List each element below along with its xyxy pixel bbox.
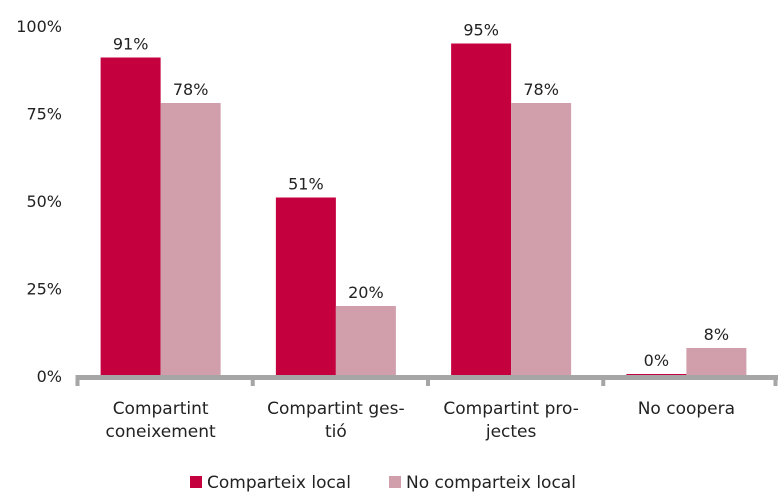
data-label: 8% xyxy=(704,325,729,344)
bars xyxy=(100,43,747,376)
y-axis-ticks: 0% 25% 50% 75% 100% xyxy=(16,17,62,386)
legend-label: No comparteix local xyxy=(406,473,576,493)
legend-label: Comparteix local xyxy=(207,473,351,493)
data-label: 78% xyxy=(173,80,209,99)
data-label: 0% xyxy=(644,351,669,370)
data-label: 20% xyxy=(348,283,384,302)
bar-comparteix-local xyxy=(275,197,336,376)
category-label-line: coneixement xyxy=(106,422,216,442)
bar-comparteix-local xyxy=(100,57,161,376)
category-label: Compartint ges-tió xyxy=(267,399,405,442)
x-axis-tick xyxy=(250,375,255,386)
x-axis-tick xyxy=(426,375,430,386)
y-tick-label: 100% xyxy=(16,17,62,36)
bar-no-comparteix-local xyxy=(511,103,572,376)
bar-comparteix-local xyxy=(451,43,512,376)
category-label: No coopera xyxy=(638,399,735,419)
y-tick-label: 75% xyxy=(26,105,62,124)
legend-swatch xyxy=(190,476,202,488)
data-labels: 91% 78% 51% 20% 95% 78% 0% 8% xyxy=(113,21,729,371)
bar-no-comparteix-local xyxy=(686,348,747,376)
data-label: 78% xyxy=(523,80,559,99)
y-tick-label: 50% xyxy=(26,192,62,211)
category-label: Compartint coneixement xyxy=(106,399,216,442)
bar-no-comparteix-local xyxy=(160,103,221,376)
data-label: 95% xyxy=(463,21,499,40)
y-tick-label: 25% xyxy=(26,280,62,299)
category-label-line: tió xyxy=(325,422,347,442)
category-label-line: Compartint ges- xyxy=(267,399,405,419)
legend: Comparteix local No comparteix local xyxy=(190,473,576,493)
bar-no-comparteix-local xyxy=(335,306,396,376)
category-label-line: jectes xyxy=(485,422,537,442)
x-axis-tick xyxy=(75,375,80,386)
category-label-line: No coopera xyxy=(638,399,735,419)
x-axis-tick xyxy=(773,375,778,386)
data-label: 51% xyxy=(288,175,324,194)
category-label-line: Compartint pro- xyxy=(443,399,579,419)
category-label: Compartint pro-jectes xyxy=(443,399,579,442)
x-axis xyxy=(75,375,778,386)
x-axis-tick xyxy=(601,375,606,386)
y-tick-label: 0% xyxy=(37,367,62,386)
category-label-line: Compartint xyxy=(113,399,209,419)
data-label: 91% xyxy=(113,35,149,54)
legend-swatch xyxy=(389,476,401,488)
